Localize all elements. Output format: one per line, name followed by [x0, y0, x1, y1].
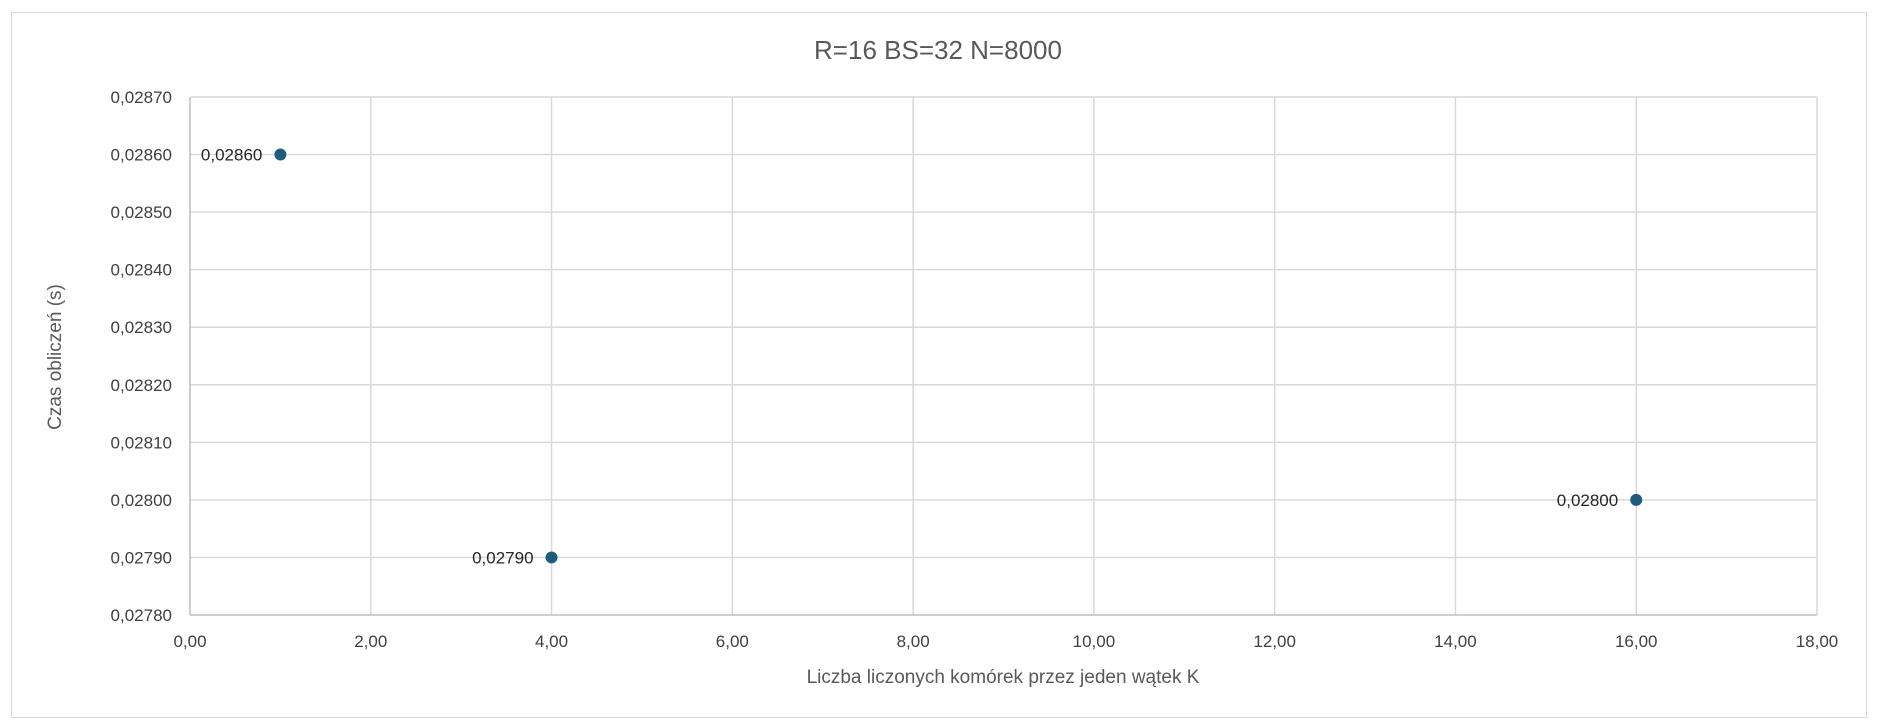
tick-labels: 0,02780 0,02790 0,02800 0,02810 0,02820 0,028…	[111, 88, 1839, 651]
y-tick-label: 0,02870	[111, 88, 172, 107]
y-tick-label: 0,02780	[111, 606, 172, 625]
chart-title: R=16 BS=32 N=8000	[814, 35, 1062, 65]
data-labels: 0,02860 0,02790 0,02800	[201, 146, 1618, 568]
chart-area	[11, 12, 1867, 718]
x-tick-label: 16,00	[1615, 632, 1658, 651]
x-tick-label: 8,00	[897, 632, 930, 651]
gridlines	[190, 96, 1818, 615]
y-tick-label: 0,02800	[111, 491, 172, 510]
x-tick-label: 6,00	[716, 632, 749, 651]
axes	[189, 97, 1817, 616]
y-tick-label: 0,02830	[111, 318, 172, 337]
x-axis-title: Liczba liczonych komórek przez jeden wąt…	[807, 667, 1200, 688]
data-points	[274, 148, 1643, 564]
data-point	[545, 551, 558, 564]
data-point	[1630, 493, 1643, 506]
y-tick-label: 0,02820	[111, 376, 172, 395]
x-tick-label: 14,00	[1434, 632, 1477, 651]
y-axis-title: Czas obliczeń (s)	[45, 284, 66, 430]
x-tick-label: 12,00	[1253, 632, 1296, 651]
data-label: 0,02860	[201, 146, 262, 165]
x-tick-label: 10,00	[1073, 632, 1116, 651]
data-label: 0,02790	[472, 548, 533, 567]
y-tick-label: 0,02790	[111, 548, 172, 567]
x-tick-label: 18,00	[1796, 632, 1839, 651]
y-tick-label: 0,02850	[111, 203, 172, 222]
x-tick-label: 0,00	[173, 632, 206, 651]
x-tick-label: 2,00	[354, 632, 387, 651]
y-tick-label: 0,02860	[111, 146, 172, 165]
y-tick-label: 0,02840	[111, 261, 172, 280]
data-point	[274, 148, 287, 161]
y-tick-label: 0,02810	[111, 433, 172, 452]
x-tick-label: 4,00	[535, 632, 568, 651]
data-label: 0,02800	[1557, 491, 1618, 510]
